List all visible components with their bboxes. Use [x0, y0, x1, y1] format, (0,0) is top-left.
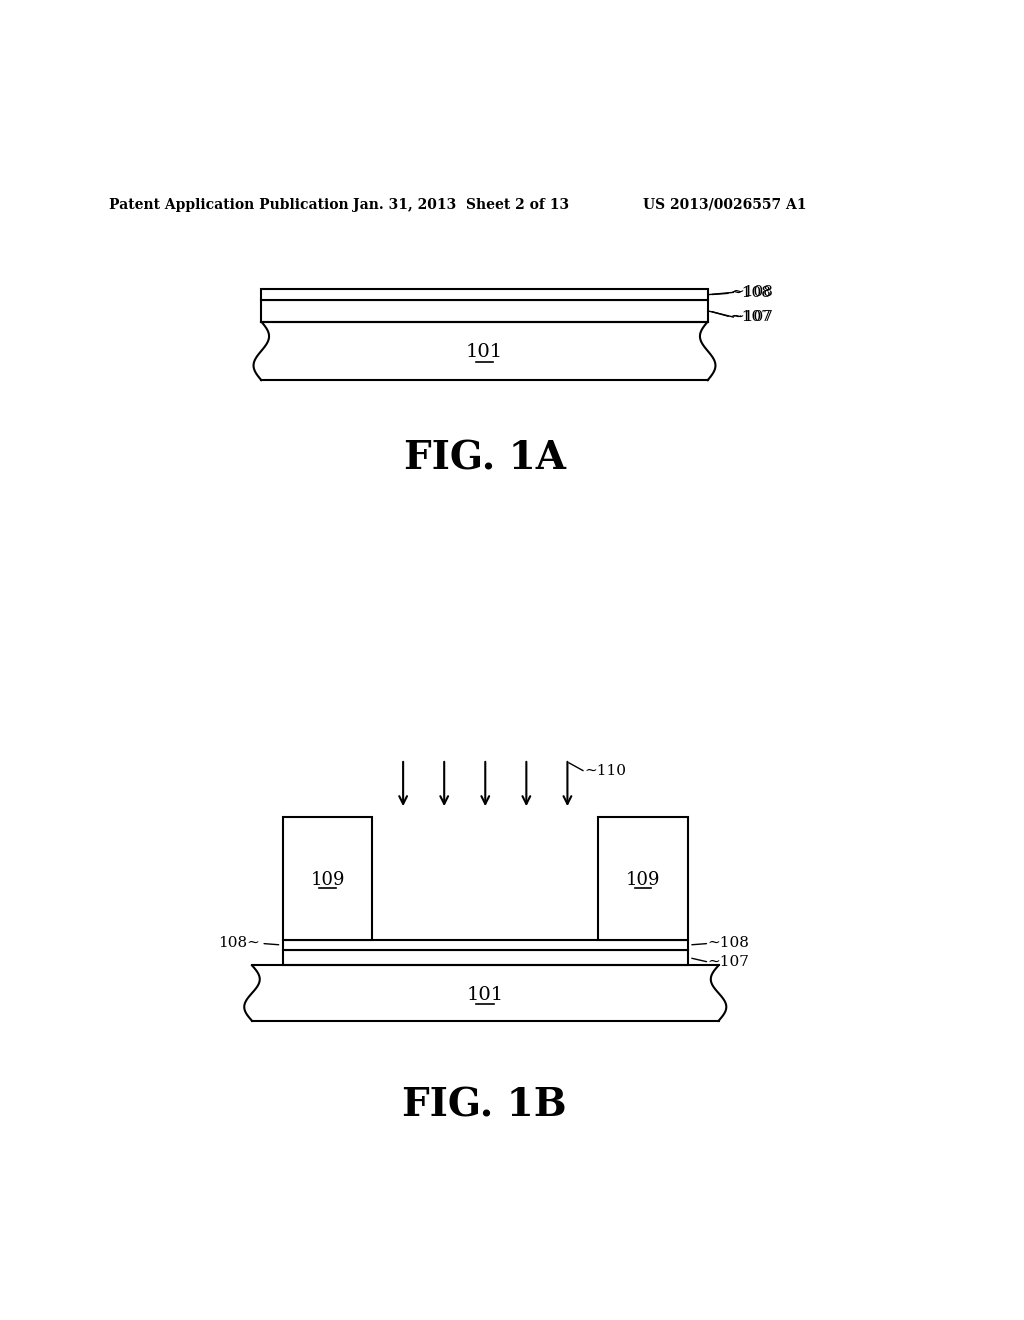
Text: ∼107: ∼107: [708, 956, 750, 969]
Text: Jan. 31, 2013  Sheet 2 of 13: Jan. 31, 2013 Sheet 2 of 13: [353, 198, 569, 211]
Text: 101: 101: [467, 986, 504, 1003]
Text: 108∼: 108∼: [218, 936, 260, 950]
Bar: [598, 817, 687, 940]
Bar: [283, 817, 372, 940]
Bar: [283, 950, 687, 965]
Text: FIG. 1B: FIG. 1B: [402, 1086, 567, 1125]
Text: US 2013/0026557 A1: US 2013/0026557 A1: [643, 198, 807, 211]
Text: ∼108: ∼108: [708, 936, 750, 950]
Text: 101: 101: [466, 343, 503, 362]
Text: ∼110: ∼110: [585, 763, 627, 777]
Text: ∼108: ∼108: [731, 285, 773, 300]
Text: ∼107: ∼107: [729, 310, 771, 323]
Text: 109: 109: [310, 871, 345, 888]
Text: ∼107: ∼107: [731, 310, 773, 323]
Bar: [261, 300, 708, 322]
Text: ∼108: ∼108: [729, 286, 771, 300]
Text: FIG. 1A: FIG. 1A: [403, 440, 565, 478]
Text: 109: 109: [626, 871, 660, 888]
Bar: [261, 289, 708, 300]
Text: Patent Application Publication: Patent Application Publication: [109, 198, 348, 211]
Bar: [283, 940, 687, 950]
